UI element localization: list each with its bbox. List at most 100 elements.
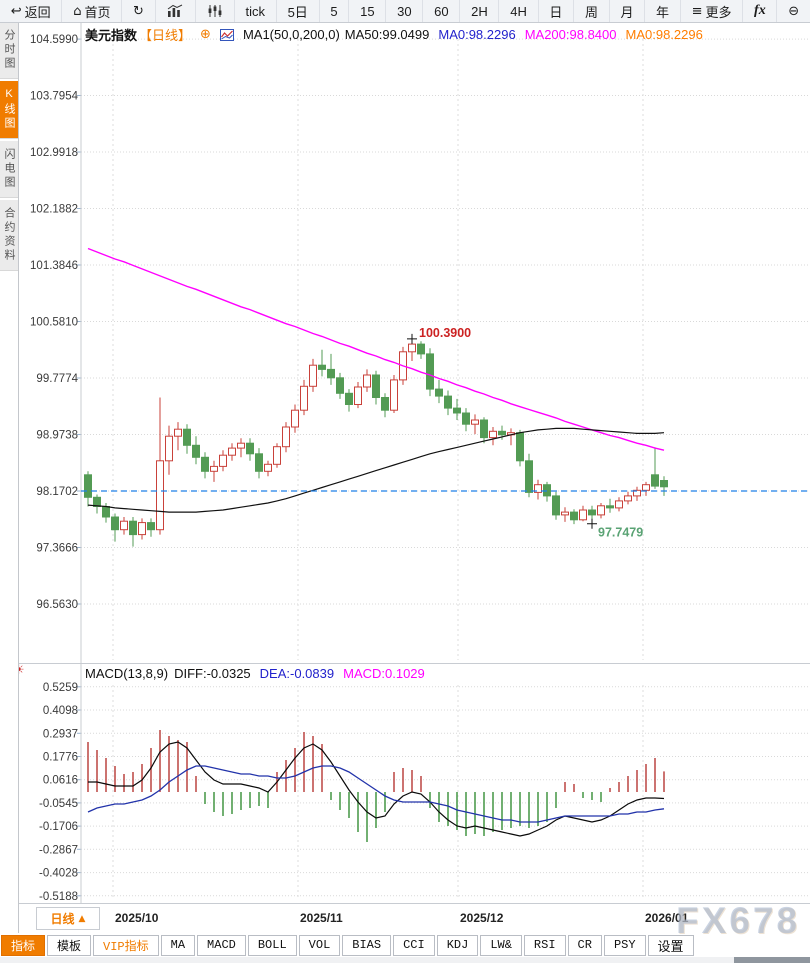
rail-tab-kline-chart[interactable]: K线图 (0, 81, 18, 139)
svg-text:100.3900: 100.3900 (419, 326, 471, 340)
tab-rsi[interactable]: RSI (523, 934, 566, 956)
interval-30min-button[interactable]: 30 (386, 0, 424, 22)
svg-text:-0.2867: -0.2867 (39, 844, 78, 856)
back-button[interactable]: ↩ 返回 (0, 0, 63, 22)
svg-text:96.5630: 96.5630 (36, 599, 78, 611)
home-button-icon: ⌂ (73, 3, 82, 19)
svg-text:0.1776: 0.1776 (43, 752, 78, 764)
more-button-icon: ≡ (691, 3, 703, 19)
ma200-value: MA200:98.8400 (524, 27, 617, 42)
chart-type-sidebar: 分时图 K线图闪电图合约资料 (0, 22, 19, 933)
tab-templates[interactable]: 模板 (47, 934, 92, 956)
macd-diff-value: DIFF:-0.0325 (174, 666, 251, 681)
add-overlay-icon[interactable]: ⊕ (200, 27, 211, 42)
svg-text:-0.5188: -0.5188 (39, 891, 78, 903)
svg-text:97.7479: 97.7479 (598, 526, 643, 540)
interval-15min-button[interactable]: 15 (349, 0, 387, 22)
macd-dea-value: DEA:-0.0839 (259, 666, 335, 681)
ma50-value: MA50:99.0499 (344, 27, 430, 42)
ma0-orange-value: MA0:98.2296 (625, 27, 703, 42)
tab-lwr[interactable]: LW& (480, 934, 522, 956)
time-axis-row: 日线 ▲ 2025/10 2025/11 2025/12 2026/01 (19, 903, 810, 934)
tab-vip-indicators[interactable]: VIP指标 (93, 934, 159, 956)
ma-settings-label: MA1(50,0,200,0) (242, 27, 340, 42)
rail-tab-time-chart[interactable]: 分时图 (0, 22, 18, 79)
tab-settings[interactable]: 设置 (647, 934, 694, 956)
interval-2h-button[interactable]: 2H (460, 0, 500, 22)
interval-month-button[interactable]: 月 (610, 0, 646, 22)
tab-psy[interactable]: PSY (603, 934, 646, 956)
interval-week-button[interactable]: 周 (574, 0, 610, 22)
more-button[interactable]: ≡ 更多 (681, 0, 744, 22)
macd-legend: MACD(13,8,9) DIFF:-0.0325 DEA:-0.0839 MA… (85, 666, 425, 681)
interval-day-button[interactable]: 日 (539, 0, 575, 22)
tab-ma[interactable]: MA (160, 934, 196, 956)
symbol-period-tag: 【日线】 (139, 28, 192, 43)
zoom-out-button-icon: ⊖ (788, 3, 800, 19)
svg-text:97.3666: 97.3666 (36, 543, 78, 555)
back-button-icon: ↩ (10, 3, 22, 19)
interval-year-button[interactable]: 年 (645, 0, 681, 22)
chart-legend: 美元指数 【日线】 ⊕ MA1(50,0,200,0) MA50:99.0499 … (85, 25, 703, 44)
svg-text:100.5810: 100.5810 (30, 317, 78, 329)
tab-indicators[interactable]: 指标 (1, 934, 46, 956)
svg-text:102.9918: 102.9918 (30, 147, 78, 159)
bar-chart-icon (168, 4, 183, 17)
interval-5day-button[interactable]: 5日 (277, 0, 320, 22)
macd-params-label: MACD(13,8,9) (85, 666, 169, 681)
svg-text:-0.4028: -0.4028 (39, 868, 78, 880)
tab-kdj[interactable]: KDJ (436, 934, 479, 956)
period-selector-label: 日线 (50, 912, 75, 926)
svg-text:98.9738: 98.9738 (36, 430, 78, 442)
svg-text:103.7954: 103.7954 (30, 91, 79, 103)
tab-vol[interactable]: VOL (298, 934, 341, 956)
tab-boll[interactable]: BOLL (247, 934, 297, 956)
svg-text:101.3846: 101.3846 (30, 260, 78, 272)
svg-text:0.5259: 0.5259 (43, 682, 78, 694)
zoom-out-button[interactable]: ⊖ (777, 0, 809, 22)
candles-icon (208, 5, 222, 17)
svg-text:98.1702: 98.1702 (36, 486, 78, 498)
macd-hist-value: MACD:0.1029 (343, 666, 425, 681)
tab-cci[interactable]: CCI (393, 934, 435, 956)
mini-chart-icon (219, 28, 234, 41)
symbol-name: 美元指数 (85, 28, 138, 43)
scrollbar-thumb[interactable] (734, 957, 810, 963)
horizontal-scrollbar[interactable] (0, 957, 810, 963)
macd-panel[interactable]: 0.5259 0.4098 0.2937 0.1776 0.0616 -0.0545 -0.… (19, 663, 810, 903)
rail-tab-contract-info[interactable]: 合约资料 (0, 200, 18, 271)
top-toolbar: ↩ 返回 ⌂ 首页 ↻ tick 5日 5 15 30 60 2H 4H 日周月年 ≡ 更多 fx ⊖ (0, 0, 810, 23)
month-label: 2025/11 (300, 911, 343, 925)
interval-5min-button[interactable]: 5 (320, 0, 350, 22)
line-chart-type-button[interactable] (156, 0, 197, 22)
month-label: 2026/01 (645, 911, 689, 925)
interval-60min-button[interactable]: 60 (423, 0, 461, 22)
svg-text:104.5990: 104.5990 (30, 34, 78, 46)
tab-bias[interactable]: BIAS (342, 934, 392, 956)
svg-text:-0.0545: -0.0545 (39, 798, 78, 810)
svg-text:99.7774: 99.7774 (36, 373, 78, 385)
month-label: 2025/10 (115, 911, 159, 925)
svg-text:0.0616: 0.0616 (43, 775, 78, 787)
interval-4h-button[interactable]: 4H (499, 0, 539, 22)
tab-macd[interactable]: MACD (197, 934, 246, 956)
home-button[interactable]: ⌂ 首页 (62, 0, 123, 22)
refresh-button[interactable]: ↻ (122, 0, 156, 22)
main-candlestick-chart[interactable]: 104.5990 103.7954 102.9918 102.1882 101.3846… (19, 22, 810, 663)
ma0-blue-value: MA0:98.2296 (438, 27, 516, 42)
svg-text:-0.1706: -0.1706 (39, 821, 78, 833)
month-label: 2025/12 (460, 911, 504, 925)
period-selector[interactable]: 日线 ▲ (36, 907, 100, 930)
triangle-up-icon: ▲ (78, 913, 86, 924)
svg-text:102.1882: 102.1882 (30, 204, 78, 216)
refresh-button-icon: ↻ (133, 3, 144, 19)
tab-cr[interactable]: CR (567, 934, 602, 956)
candle-chart-type-button[interactable] (196, 0, 235, 22)
svg-text:0.2937: 0.2937 (43, 728, 78, 740)
indicator-toolbar: 指标 模板 VIP指标 MA MACD BOLL VOL BIAS CCI KDJ LW& RSI CR… (0, 933, 810, 957)
interval-tick-button[interactable]: tick (235, 0, 277, 22)
rail-tab-lightning-chart[interactable]: 闪电图 (0, 141, 18, 198)
fx-indicators-button[interactable]: fx (743, 0, 778, 22)
svg-text:0.4098: 0.4098 (43, 705, 78, 717)
